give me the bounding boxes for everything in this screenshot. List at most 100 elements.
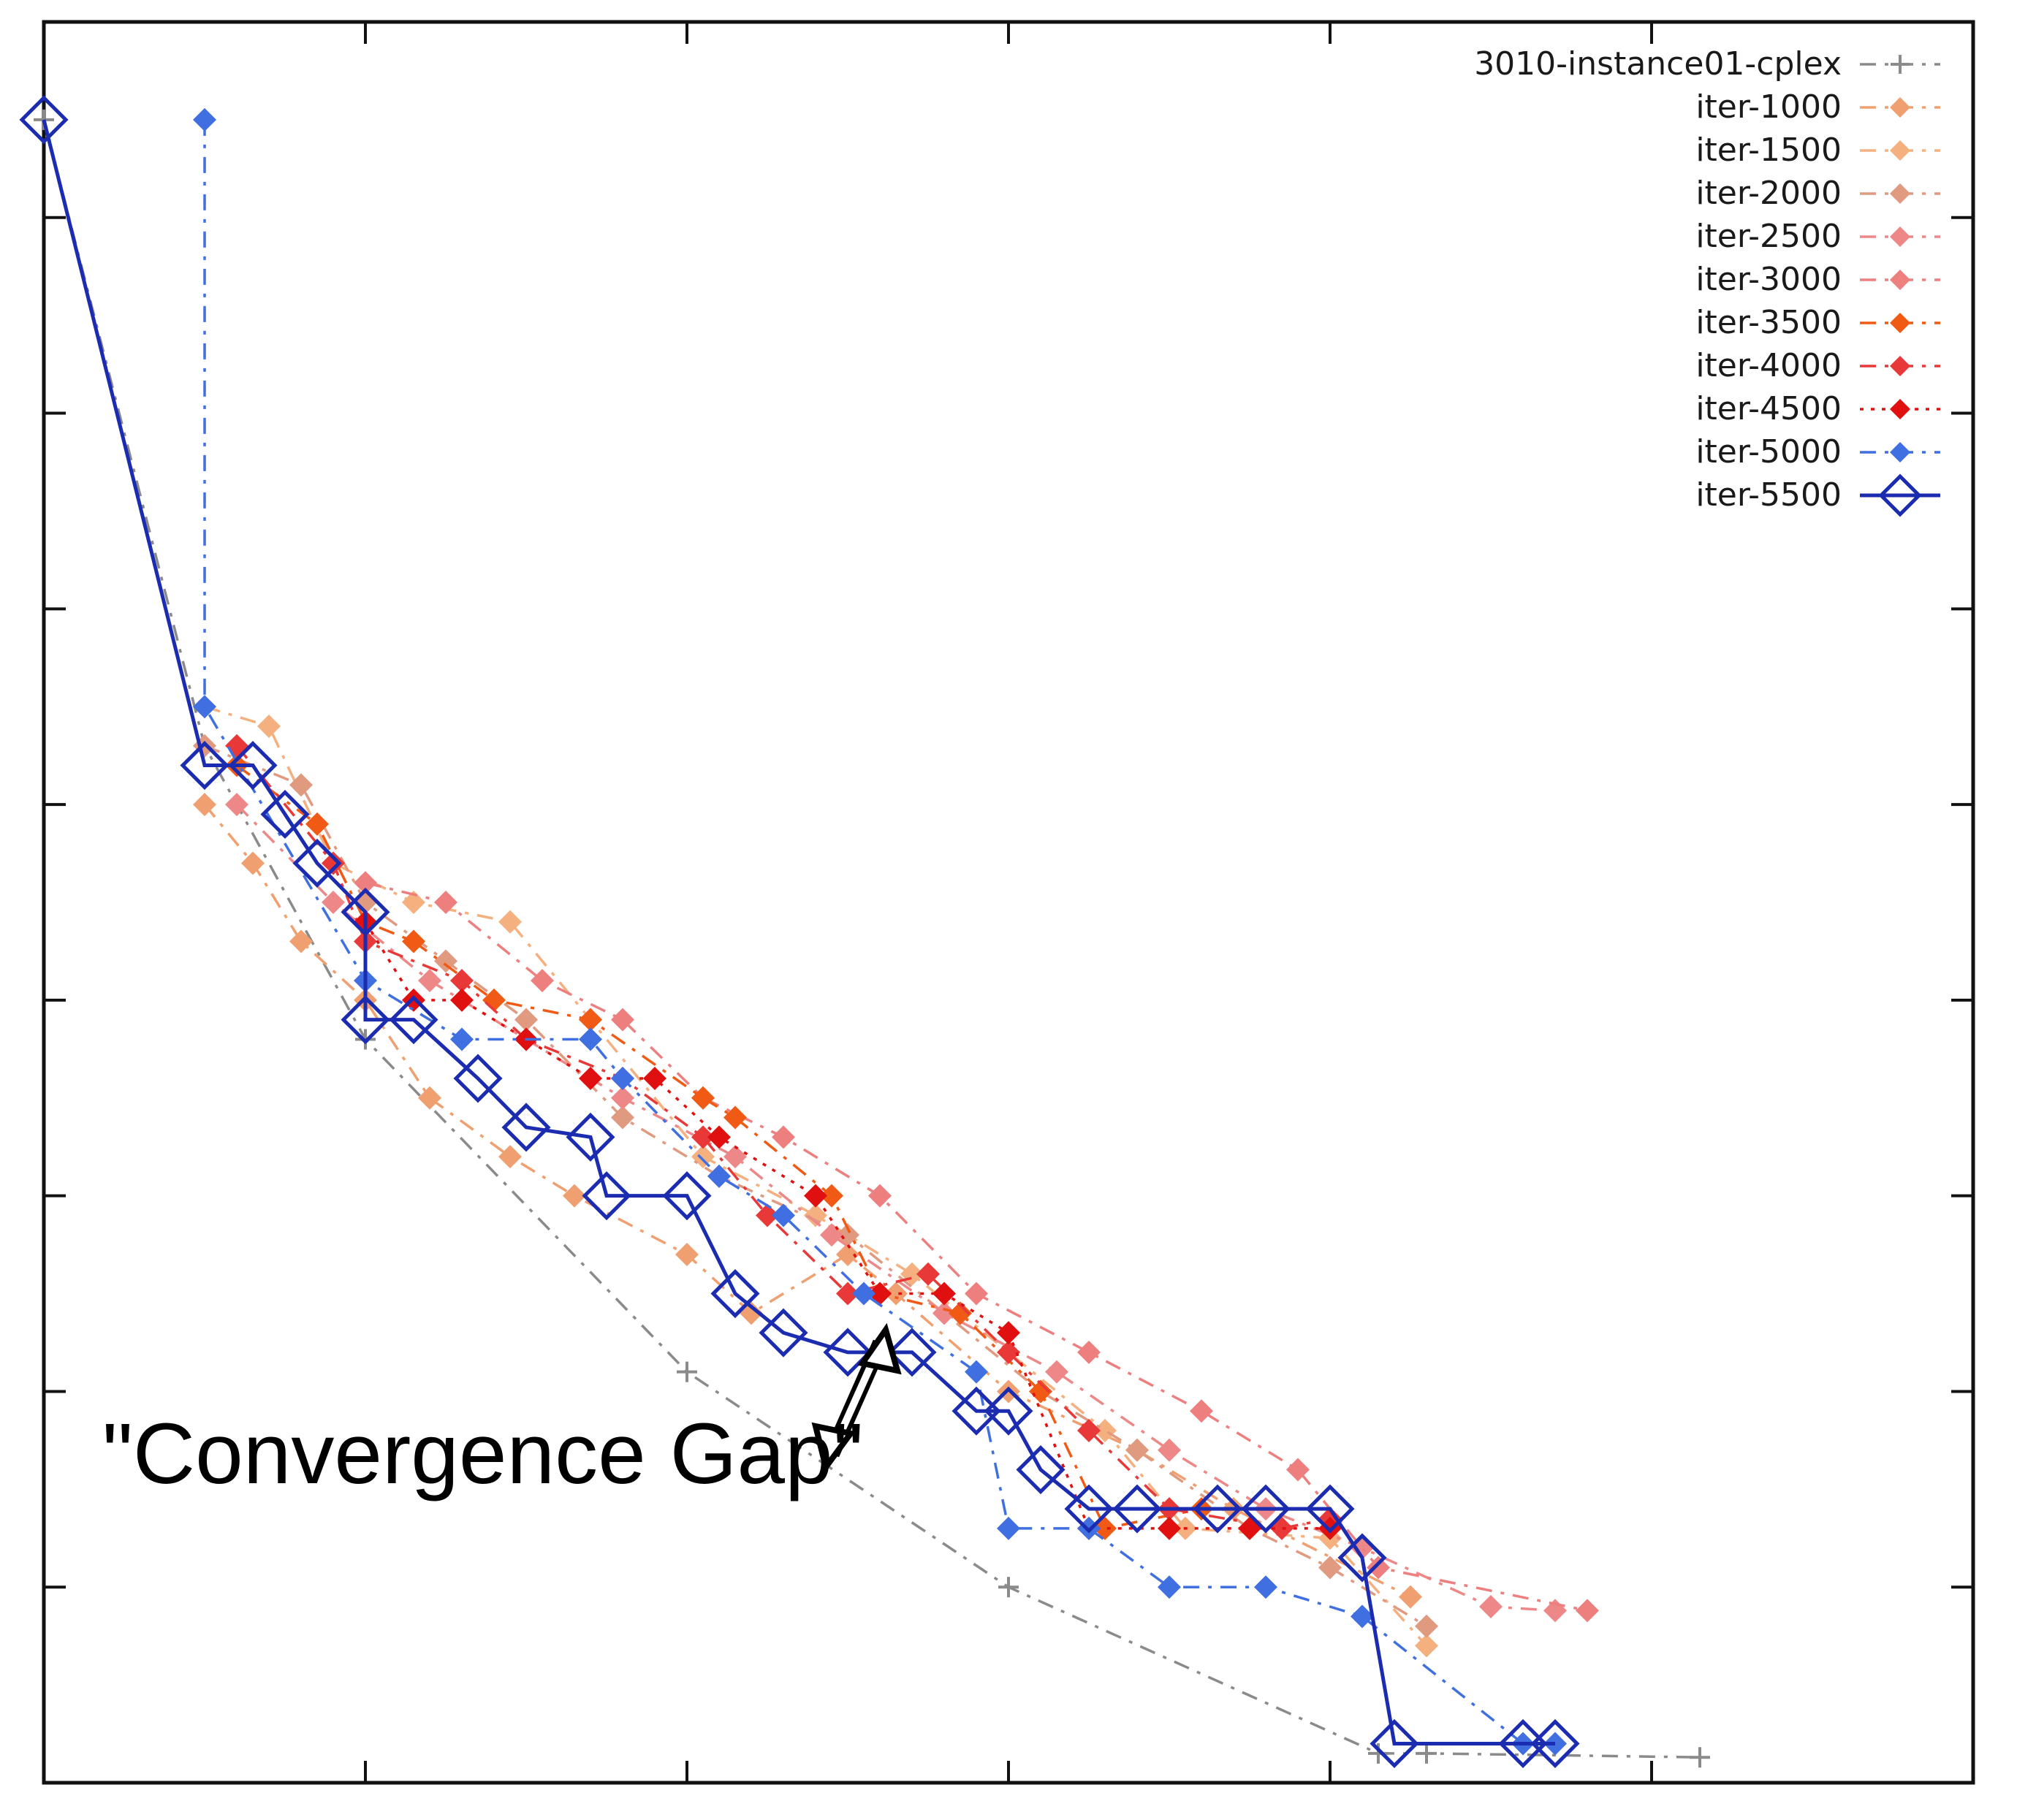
data-point <box>1064 1484 1114 1534</box>
data-point <box>180 741 229 791</box>
data-point <box>289 929 313 953</box>
legend-label-iter-4000: iter-4000 <box>1695 347 1842 384</box>
data-point <box>772 1125 795 1149</box>
data-point <box>228 741 278 791</box>
legend-label-iter-1500: iter-1500 <box>1695 132 1842 169</box>
data-point <box>305 812 329 836</box>
data-point <box>756 1203 779 1227</box>
legend-marker-iter-2000 <box>1890 183 1910 204</box>
legend-label-iter-5000: iter-5000 <box>1695 433 1842 471</box>
legend-label-iter-5500: iter-5500 <box>1695 476 1842 514</box>
data-point <box>932 1282 956 1306</box>
gap-arrow-head-bottom <box>811 1422 856 1474</box>
data-point <box>1690 1747 1710 1768</box>
data-point <box>434 891 457 914</box>
data-point <box>723 1105 747 1130</box>
data-point <box>949 1301 972 1325</box>
data-point <box>354 871 377 895</box>
data-point <box>1318 1556 1342 1580</box>
data-point <box>691 1086 715 1110</box>
legend: 3010-instance01-cplex iter-1000 iter-1500 i… <box>1474 45 1940 517</box>
data-point <box>1286 1458 1310 1482</box>
data-point <box>887 1328 937 1377</box>
data-point <box>984 1386 1033 1436</box>
series-iter-5000 <box>193 107 1567 1756</box>
series-iter-5500 <box>19 95 1580 1768</box>
data-point <box>1576 1599 1599 1623</box>
data-point <box>1158 1438 1181 1462</box>
data-point <box>531 969 554 993</box>
data-point <box>341 995 390 1045</box>
data-point <box>1415 1614 1438 1638</box>
legend-label-iter-1000: iter-1000 <box>1695 88 1842 126</box>
data-point <box>951 1386 1001 1436</box>
data-point <box>322 891 345 914</box>
data-point <box>193 107 216 132</box>
data-point <box>916 1262 940 1286</box>
data-point <box>836 1243 859 1266</box>
data-point <box>1368 1743 1389 1764</box>
data-point <box>1077 1419 1101 1442</box>
data-point <box>1415 1634 1438 1658</box>
legend-marker-iter-3500 <box>1890 313 1910 333</box>
data-point <box>402 891 425 914</box>
data-point <box>1045 1360 1068 1384</box>
data-point <box>289 773 313 797</box>
legend-marker-iter-5500 <box>1878 473 1922 517</box>
data-point <box>582 1171 631 1221</box>
legend-label-3010-instance01-cplex: 3010-instance01-cplex <box>1474 45 1842 83</box>
data-point <box>1125 1438 1149 1462</box>
data-point <box>1367 1556 1390 1580</box>
data-point <box>1193 1484 1242 1534</box>
data-point <box>1029 1379 1052 1404</box>
data-point <box>1399 1585 1422 1609</box>
data-point <box>1370 1718 1419 1768</box>
data-point <box>611 1008 634 1032</box>
data-point <box>389 995 438 1045</box>
legend-marker-iter-1500 <box>1890 140 1910 161</box>
legend-label-iter-4500: iter-4500 <box>1695 390 1842 427</box>
data-point <box>677 1361 697 1382</box>
data-point <box>1158 1575 1181 1599</box>
data-point <box>643 1067 666 1090</box>
data-point <box>418 969 441 993</box>
data-point <box>1351 1604 1374 1629</box>
data-point <box>341 887 390 937</box>
data-point <box>723 1145 747 1169</box>
data-point <box>611 1067 634 1090</box>
data-point <box>450 988 474 1012</box>
data-point <box>884 1282 908 1306</box>
data-point <box>611 1105 634 1130</box>
tick-marks <box>44 22 1973 1783</box>
data-point <box>225 734 248 758</box>
data-point <box>498 1145 522 1169</box>
data-point <box>498 910 522 934</box>
data-point <box>852 1282 875 1306</box>
data-point <box>965 1282 988 1306</box>
data-point <box>932 1301 956 1325</box>
series-line-iter-4000 <box>235 745 1331 1530</box>
data-point <box>566 1112 615 1162</box>
data-point <box>997 1340 1020 1364</box>
convergence-gap-annotation: "Convergence Gap" <box>102 1406 864 1502</box>
data-point <box>675 1243 699 1266</box>
legend-label-iter-3500: iter-3500 <box>1695 304 1842 341</box>
data-point <box>402 929 425 953</box>
data-point <box>997 1321 1020 1345</box>
data-point <box>1305 1484 1355 1534</box>
data-point <box>1337 1533 1387 1583</box>
legend-label-iter-2000: iter-2000 <box>1695 175 1842 212</box>
gap-arrow-head-top <box>857 1322 902 1375</box>
data-point <box>772 1203 795 1227</box>
legend-marker-iter-4000 <box>1890 356 1910 376</box>
legend-label-iter-2500: iter-2500 <box>1695 218 1842 255</box>
data-point <box>257 715 281 738</box>
data-point <box>1112 1484 1162 1534</box>
data-point <box>611 1086 634 1110</box>
data-point <box>710 1269 760 1319</box>
data-point <box>804 1203 827 1227</box>
data-point <box>579 1008 602 1032</box>
series-line-iter-5000 <box>203 119 1555 1745</box>
legend-marker-iter-5000 <box>1890 442 1910 462</box>
